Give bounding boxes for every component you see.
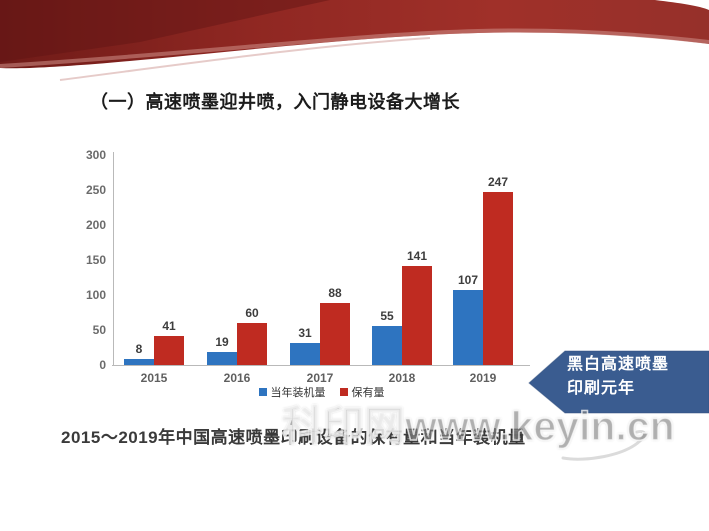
bar-当年装机量-2016 xyxy=(207,352,237,365)
x-tick-label-2018: 2018 xyxy=(388,371,416,385)
legend-swatch-icon xyxy=(339,388,348,396)
ribbon-dark-wedge xyxy=(0,0,330,62)
legend-label: 保有量 xyxy=(351,387,385,399)
bar-当年装机量-2017 xyxy=(290,343,320,365)
y-tick-label: 50 xyxy=(92,323,106,337)
x-axis-line xyxy=(112,365,530,366)
bar-value-保有量-2016: 60 xyxy=(245,306,259,320)
y-tick-label: 0 xyxy=(99,358,106,372)
ribbon-highlight-streak xyxy=(0,28,709,68)
bar-当年装机量-2015 xyxy=(124,359,154,365)
legend-item-保有量: 保有量 xyxy=(339,384,385,400)
legend-swatch-icon xyxy=(258,388,267,396)
bar-保有量-2018 xyxy=(402,266,432,365)
x-tick-label-2019: 2019 xyxy=(469,371,497,385)
watermark-swirl-graphic xyxy=(561,430,646,461)
bar-value-保有量-2019: 247 xyxy=(487,175,509,189)
callout-line-1: 黑白高速喷墨 xyxy=(567,356,670,373)
x-tick-label-2016: 2016 xyxy=(223,371,251,385)
callout-arrow-shape xyxy=(528,350,709,414)
bar-value-保有量-2018: 141 xyxy=(406,249,428,263)
bar-保有量-2019 xyxy=(483,192,513,365)
x-tick-label-2015: 2015 xyxy=(140,371,168,385)
callout-line-2: 印刷元年 xyxy=(567,380,636,397)
bar-保有量-2017 xyxy=(320,303,350,365)
bar-value-当年装机量-2018: 55 xyxy=(380,309,394,323)
y-tick-label: 250 xyxy=(85,183,106,197)
bar-保有量-2016 xyxy=(237,323,267,365)
header-ribbon-graphic xyxy=(0,0,709,81)
bar-value-保有量-2015: 41 xyxy=(162,319,176,333)
chart-legend: 当年装机量 保有量 xyxy=(113,384,530,400)
bar-value-当年装机量-2016: 19 xyxy=(215,335,229,349)
bar-保有量-2015 xyxy=(154,336,184,365)
chart-caption: 2015～2019年中国高速喷墨印刷设备的保有量和当年装机量 xyxy=(61,428,526,447)
callout-label: 黑白高速喷墨 印刷元年 xyxy=(567,353,705,401)
slide-title: （一）高速喷墨迎井喷，入门静电设备大增长 xyxy=(90,92,460,112)
ribbon-highlight-streak-2 xyxy=(59,37,431,81)
bar-当年装机量-2018 xyxy=(372,326,402,365)
bar-value-当年装机量-2017: 31 xyxy=(298,326,312,340)
watermark-text: 科印网www.keyin.cn xyxy=(281,402,675,450)
legend-label: 当年装机量 xyxy=(270,387,326,399)
bar-value-当年装机量-2019: 107 xyxy=(457,273,479,287)
bar-value-当年装机量-2015: 8 xyxy=(135,342,143,356)
y-tick-label: 300 xyxy=(85,148,106,162)
legend-item-当年装机量: 当年装机量 xyxy=(258,384,326,400)
x-tick-label-2017: 2017 xyxy=(306,371,334,385)
y-tick-label: 200 xyxy=(85,218,106,232)
y-tick-label: 100 xyxy=(85,288,106,302)
y-axis-line xyxy=(113,152,114,365)
bar-value-保有量-2017: 88 xyxy=(328,286,342,300)
bar-当年装机量-2019 xyxy=(453,290,483,365)
y-tick-label: 150 xyxy=(85,253,106,267)
